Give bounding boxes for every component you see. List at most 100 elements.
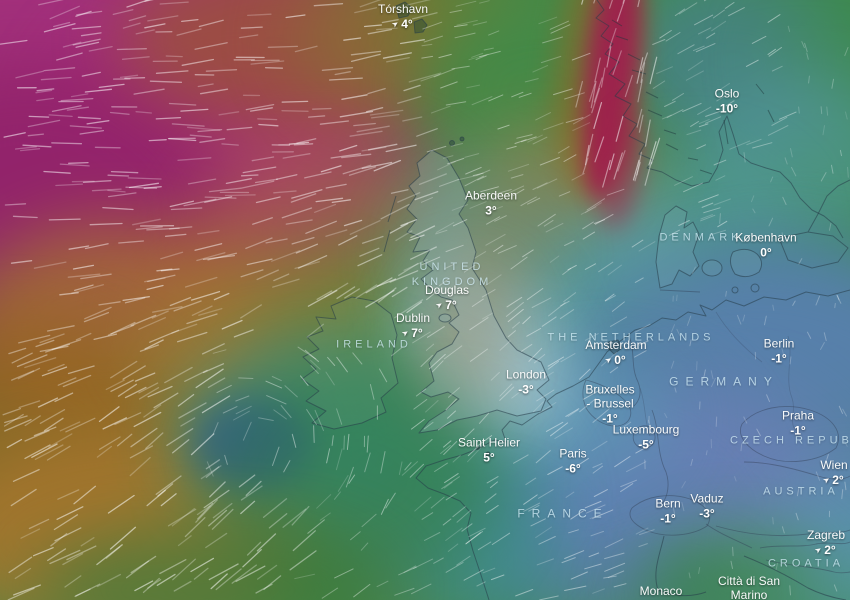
city-label-vaduz[interactable]: Vaduz -3°	[690, 492, 723, 521]
city-name-line: - Brussel	[586, 396, 634, 411]
city-label-oslo[interactable]: Oslo -10°	[715, 87, 740, 116]
city-name: Vaduz	[690, 492, 723, 506]
city-name-line: Luxembourg	[612, 422, 680, 437]
country-label-line: FRANCE	[517, 506, 609, 521]
city-temp: ➤0°	[585, 353, 646, 368]
city-label-aberdeen[interactable]: Aberdeen 3°	[465, 189, 517, 218]
city-temp: -6°	[559, 462, 586, 476]
city-name-line: London	[505, 367, 547, 382]
city-name: Praha	[782, 409, 814, 423]
city-name-line: København	[735, 230, 797, 245]
city-label-monaco[interactable]: Monaco	[640, 584, 683, 598]
city-temp: -3°	[690, 507, 723, 521]
city-temp-value: 3°	[485, 203, 497, 218]
city-label-wien[interactable]: Wien ➤2°	[820, 458, 847, 488]
city-temp: -5°	[613, 438, 680, 452]
city-temp-value: 2°	[824, 543, 836, 557]
city-temp-value: 0°	[760, 245, 772, 260]
city-name-line: Amsterdam	[585, 338, 647, 352]
country-label-ireland: IRELAND	[336, 338, 412, 353]
country-label-united-kingdom: UNITED KINGDOM	[412, 260, 493, 290]
city-name: Bern	[655, 497, 680, 511]
city-name: Zagreb	[807, 528, 845, 542]
city-label-dublin[interactable]: Dublin ➤7°	[396, 311, 430, 341]
country-label-denmark: DENMARK	[659, 231, 742, 246]
city-label-k-benhavn[interactable]: København 0°	[735, 231, 796, 260]
city-name: Bruxelles - Brussel	[585, 383, 634, 411]
city-name: Oslo	[715, 87, 740, 101]
city-name: Aberdeen	[465, 189, 517, 203]
city-name-line: Praha	[781, 408, 815, 423]
city-temp: -1°	[764, 352, 795, 366]
country-label-czech-republic: CZECH REPUBLIC	[730, 434, 850, 449]
country-label-line: IRELAND	[336, 338, 412, 351]
city-temp: -3°	[506, 383, 546, 397]
city-temp: 0°	[735, 246, 796, 260]
city-temp-value: -1°	[660, 511, 676, 526]
country-label-line: AUSTRIA	[763, 485, 839, 498]
country-label-line: UNITED	[419, 261, 485, 273]
city-temp: 3°	[465, 204, 517, 218]
city-name: København	[735, 231, 796, 245]
city-label-zagreb[interactable]: Zagreb ➤2°	[807, 528, 845, 558]
city-name-line: Tórshavn	[377, 2, 429, 16]
city-name-line: Vaduz	[690, 491, 724, 506]
city-temp: ➤2°	[807, 543, 845, 558]
city-label-citta-di-san-marino[interactable]: Città di San Marino	[718, 574, 780, 600]
city-temp: ➤7°	[396, 326, 430, 341]
city-name: Douglas	[425, 283, 469, 297]
city-name: London	[506, 368, 546, 382]
city-temp-value: -6°	[565, 461, 581, 476]
city-label-bern[interactable]: Bern -1°	[655, 497, 680, 526]
city-name: Città di San Marino	[718, 574, 780, 600]
city-name-line: Berlin	[763, 336, 795, 351]
city-label-paris[interactable]: Paris -6°	[559, 447, 586, 476]
city-temp-value: 7°	[445, 298, 457, 312]
country-label-line: DENMARK	[659, 231, 743, 244]
country-label-line: THE NETHERLANDS	[547, 331, 715, 344]
city-name-line: Wien	[820, 458, 848, 472]
city-name-line: Zagreb	[806, 528, 846, 542]
city-name-line: Douglas	[424, 283, 470, 297]
country-label-line: KINGDOM	[411, 276, 493, 288]
city-name-line: Bern	[655, 496, 681, 511]
city-label-torshavn[interactable]: Tórshavn ➤4°	[378, 2, 428, 32]
city-label-douglas[interactable]: Douglas ➤7°	[425, 283, 469, 313]
city-name-line: Città di San	[717, 574, 781, 588]
city-temp-value: 7°	[411, 326, 423, 340]
city-name-line: Marino	[730, 588, 768, 600]
city-temp-value: -1°	[602, 411, 618, 426]
city-name: Wien	[820, 458, 847, 472]
city-temp: -10°	[715, 102, 740, 116]
country-label-line: CROATIA	[767, 557, 845, 570]
country-label-line: CZECH REPUBLIC	[730, 434, 850, 447]
city-temp: -1°	[655, 512, 680, 526]
city-temp-value: 4°	[401, 17, 413, 31]
country-label-france: FRANCE	[517, 507, 608, 522]
city-name-line: Paris	[559, 446, 587, 461]
country-label-germany: GERMANY	[669, 375, 779, 390]
city-temp-value: -3°	[518, 382, 534, 397]
city-label-praha[interactable]: Praha -1°	[782, 409, 814, 438]
city-temp-value: 5°	[483, 450, 495, 465]
city-name-line: Dublin	[395, 311, 431, 325]
city-temp: -1°	[782, 424, 814, 438]
city-name: Berlin	[764, 337, 795, 351]
city-name-line: Monaco	[639, 584, 683, 598]
city-name: Amsterdam	[585, 338, 646, 352]
city-label-amsterdam[interactable]: Amsterdam ➤0°	[585, 338, 646, 368]
city-label-bruxelles-brussel[interactable]: Bruxelles - Brussel -1°	[585, 383, 634, 426]
country-label-croatia: CROATIA	[768, 557, 844, 572]
country-label-line: GERMANY	[669, 374, 779, 389]
city-label-saint-helier[interactable]: Saint Helier 5°	[458, 436, 520, 465]
city-name: Dublin	[396, 311, 430, 325]
city-temp: ➤2°	[820, 473, 847, 488]
city-label-luxembourg[interactable]: Luxembourg -5°	[613, 423, 680, 452]
city-name: Saint Helier	[458, 436, 520, 450]
city-label-berlin[interactable]: Berlin -1°	[764, 337, 795, 366]
city-temp-value: -1°	[790, 423, 806, 438]
city-label-london[interactable]: London -3°	[506, 368, 546, 397]
city-temp: ➤7°	[425, 298, 469, 313]
city-temp-value: 2°	[832, 473, 844, 487]
